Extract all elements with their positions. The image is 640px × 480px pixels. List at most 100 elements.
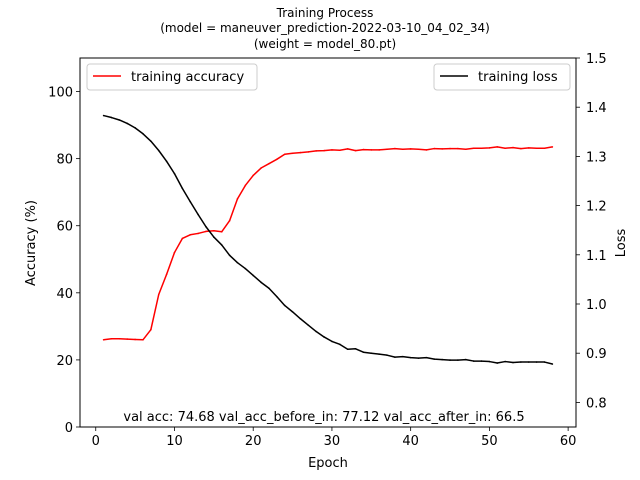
data-point [142,132,144,135]
data-point [220,244,223,246]
plot-frame [79,57,577,428]
data-point [252,174,255,177]
data-point [386,354,388,356]
data-point [307,151,310,153]
data-point [181,237,184,240]
data-point [339,149,341,152]
data-point [346,148,349,150]
plot-content [102,114,554,365]
chart-title-line-2: (model = maneuver_prediction-2022-03-10_… [160,21,490,35]
legend-loss: training loss [433,63,571,91]
legend-loss-label: training loss [478,70,558,85]
data-point [441,358,443,361]
data-point [197,232,199,235]
chart-title-line-3: (weight = model_80.pt) [254,37,396,51]
chart-title-line-1: Training Process [276,6,374,20]
data-point [236,198,239,200]
data-point [488,147,491,149]
data-point [102,114,105,117]
data-point [409,356,412,359]
data-point [354,149,357,152]
data-point [362,351,365,354]
data-point [425,356,428,359]
data-point [228,254,231,257]
legend-accuracy-box [86,63,258,91]
data-point [433,358,436,360]
data-point [291,311,294,313]
y-left-tick-label: 100 [48,86,73,101]
data-point [425,149,428,151]
x-axis-ticks: 0 10 20 30 40 50 60 [92,427,576,449]
data-point [110,337,113,340]
data-point [118,337,121,340]
data-point [551,363,554,365]
data-point [142,338,144,341]
data-point [173,251,176,254]
validation-accuracy-annotation: val acc: 74.68 val_acc_before_in: 77.12 … [123,410,524,425]
data-point [417,148,420,151]
data-point [488,360,491,363]
data-point [157,149,160,152]
data-point [228,219,231,222]
data-point [512,361,514,364]
data-point [362,148,365,151]
legend-accuracy: training accuracy [86,63,258,91]
data-point [197,213,199,216]
y-right-tick-label: 1.3 [586,150,607,165]
data-point [449,147,451,150]
x-tick-label: 10 [166,434,183,449]
data-point [315,330,317,333]
data-point [181,187,184,190]
data-point [268,162,270,165]
data-point [220,230,223,233]
data-point [535,147,538,150]
data-point [472,360,475,362]
series-line-training-loss [103,114,553,365]
y-left-tick-label: 80 [56,153,73,168]
data-point [315,150,317,152]
data-point [464,148,467,151]
chart-title: Training Process (model = maneuver_predi… [160,6,490,51]
data-point [134,338,136,341]
data-point [346,348,349,351]
x-axis-label: Epoch [308,456,348,471]
data-point [401,355,404,358]
data-point [291,152,294,155]
data-point [268,287,270,290]
y-axis-left-ticks: 0 20 40 60 80 100 [48,86,80,436]
data-point [283,304,286,307]
data-point [472,147,475,150]
data-point [323,336,325,338]
data-point [370,352,373,355]
data-point [504,360,506,363]
data-point [464,358,467,361]
data-point [409,148,412,150]
data-point [527,361,530,363]
y-axis-left-label: Accuracy (%) [24,200,39,286]
data-point [236,261,239,264]
data-point [331,340,333,343]
data-point [378,353,380,355]
y-right-tick-label: 0.8 [586,396,607,411]
data-point [394,356,396,358]
data-point [205,230,207,233]
data-point [457,359,459,361]
data-point [386,148,388,151]
data-point [339,343,341,346]
data-point [205,225,207,228]
data-point [126,338,129,340]
data-point [417,357,420,359]
y-left-tick-label: 60 [56,220,73,235]
y-right-tick-label: 1.1 [586,249,607,264]
data-point [307,324,310,326]
data-point [441,148,443,150]
data-point [244,184,247,187]
data-point [110,116,113,119]
data-point [102,338,105,341]
data-point [520,147,522,150]
x-tick-label: 40 [402,434,419,449]
data-point [150,328,152,331]
data-point [401,148,404,151]
data-point [118,119,121,121]
